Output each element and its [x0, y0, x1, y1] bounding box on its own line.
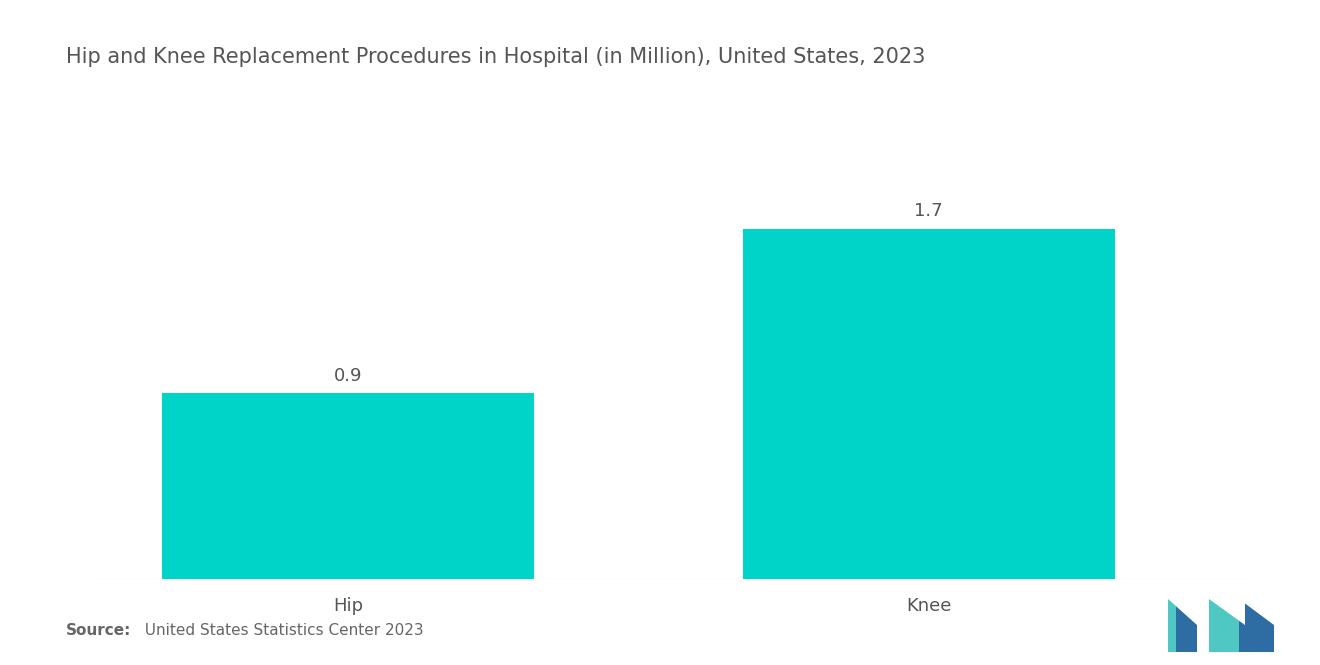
Polygon shape: [1167, 598, 1197, 652]
Text: Hip and Knee Replacement Procedures in Hospital (in Million), United States, 202: Hip and Knee Replacement Procedures in H…: [66, 47, 925, 66]
Text: 1.7: 1.7: [915, 202, 942, 220]
Polygon shape: [1167, 598, 1197, 625]
Polygon shape: [1209, 598, 1245, 625]
Polygon shape: [1209, 598, 1245, 652]
Polygon shape: [1238, 598, 1274, 652]
Text: United States Statistics Center 2023: United States Statistics Center 2023: [135, 623, 424, 638]
Polygon shape: [1238, 598, 1274, 625]
Bar: [743, 229, 1114, 579]
Text: Source:: Source:: [66, 623, 132, 638]
Bar: [162, 393, 533, 579]
Text: 0.9: 0.9: [334, 367, 362, 385]
Polygon shape: [1167, 598, 1176, 652]
